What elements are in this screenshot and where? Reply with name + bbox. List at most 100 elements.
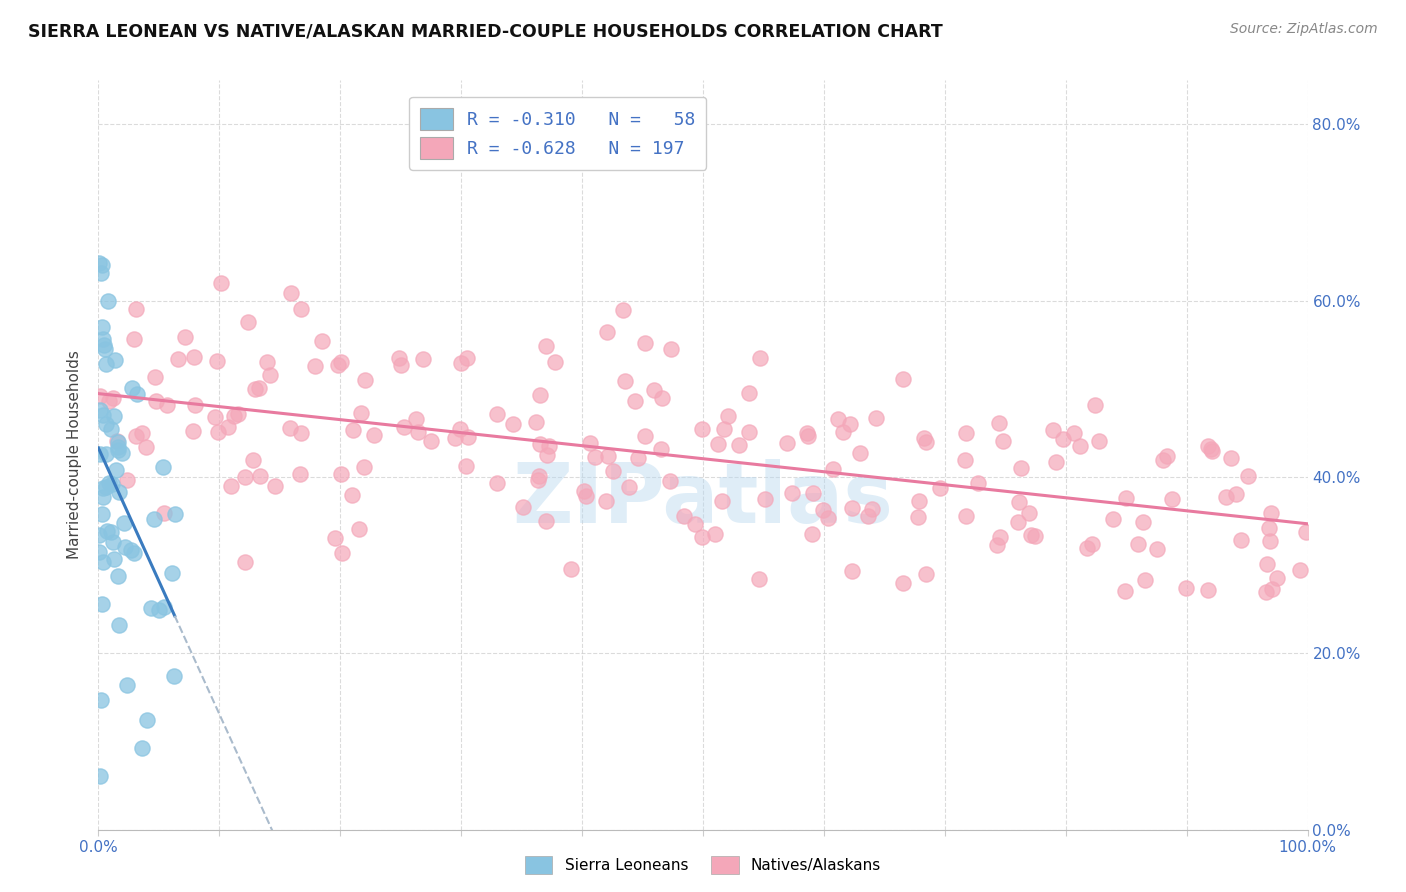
Point bbox=[544, 354, 567, 368]
Point bbox=[136, 714, 159, 728]
Point bbox=[91, 408, 114, 422]
Point bbox=[392, 419, 415, 434]
Point bbox=[595, 494, 617, 508]
Point bbox=[1018, 506, 1040, 520]
Point bbox=[347, 523, 370, 537]
Point bbox=[538, 439, 561, 453]
Point bbox=[363, 428, 385, 442]
Point bbox=[256, 355, 278, 369]
Point bbox=[717, 409, 740, 424]
Point bbox=[856, 508, 879, 523]
Point bbox=[841, 565, 863, 579]
Point bbox=[1199, 442, 1222, 456]
Point bbox=[612, 303, 634, 318]
Point bbox=[1101, 511, 1123, 525]
Point bbox=[304, 359, 326, 374]
Point bbox=[967, 476, 990, 491]
Point bbox=[575, 489, 598, 503]
Point bbox=[748, 572, 770, 586]
Point bbox=[841, 500, 863, 515]
Point bbox=[107, 568, 129, 582]
Point bbox=[342, 423, 364, 437]
Point bbox=[658, 474, 681, 488]
Point bbox=[643, 383, 665, 397]
Point bbox=[135, 440, 157, 454]
Point bbox=[290, 301, 312, 316]
Point bbox=[107, 443, 129, 458]
Point bbox=[104, 352, 127, 367]
Point bbox=[242, 453, 264, 467]
Point bbox=[329, 467, 352, 482]
Point bbox=[1256, 557, 1278, 571]
Point bbox=[91, 332, 114, 346]
Point bbox=[650, 442, 672, 457]
Point bbox=[1230, 533, 1253, 548]
Point bbox=[692, 530, 714, 544]
Point bbox=[1175, 581, 1198, 595]
Point bbox=[617, 480, 640, 494]
Point bbox=[160, 566, 183, 581]
Point bbox=[526, 473, 548, 487]
Point bbox=[183, 350, 205, 364]
Point bbox=[145, 393, 167, 408]
Point bbox=[1161, 491, 1184, 506]
Point bbox=[560, 562, 582, 576]
Point bbox=[233, 470, 256, 484]
Point bbox=[749, 351, 772, 366]
Point bbox=[94, 357, 117, 371]
Text: SIERRA LEONEAN VS NATIVE/ALASKAN MARRIED-COUPLE HOUSEHOLDS CORRELATION CHART: SIERRA LEONEAN VS NATIVE/ALASKAN MARRIED… bbox=[28, 22, 943, 40]
Point bbox=[512, 500, 534, 514]
Point bbox=[96, 417, 118, 431]
Point bbox=[1088, 434, 1111, 449]
Point bbox=[456, 351, 478, 365]
Point bbox=[93, 338, 115, 352]
Point bbox=[412, 352, 434, 367]
Point bbox=[797, 429, 820, 443]
Point bbox=[529, 437, 551, 451]
Point bbox=[105, 434, 128, 449]
Point bbox=[449, 421, 471, 435]
Y-axis label: Married-couple Households: Married-couple Households bbox=[67, 351, 83, 559]
Point bbox=[90, 266, 112, 280]
Point bbox=[596, 325, 619, 339]
Point bbox=[406, 425, 429, 439]
Point bbox=[117, 473, 139, 487]
Point bbox=[1197, 439, 1219, 453]
Point bbox=[775, 435, 797, 450]
Point bbox=[707, 437, 730, 451]
Point bbox=[124, 429, 146, 443]
Point bbox=[100, 476, 122, 491]
Point bbox=[444, 431, 467, 445]
Point bbox=[1010, 461, 1032, 475]
Point bbox=[1254, 584, 1277, 599]
Point bbox=[1258, 520, 1281, 534]
Point bbox=[1156, 449, 1178, 463]
Point bbox=[181, 424, 204, 438]
Point bbox=[690, 421, 713, 435]
Point bbox=[204, 410, 226, 425]
Point bbox=[104, 463, 127, 477]
Point bbox=[91, 490, 114, 504]
Point bbox=[1007, 515, 1029, 529]
Point bbox=[831, 425, 853, 439]
Point bbox=[148, 603, 170, 617]
Point bbox=[578, 435, 600, 450]
Point bbox=[865, 411, 887, 425]
Point bbox=[1045, 455, 1067, 469]
Point bbox=[107, 440, 129, 454]
Point bbox=[311, 334, 333, 348]
Point bbox=[103, 409, 125, 424]
Point bbox=[839, 417, 862, 431]
Point bbox=[912, 432, 935, 446]
Point bbox=[672, 509, 695, 524]
Text: ZIPatlas: ZIPatlas bbox=[513, 459, 893, 541]
Point bbox=[728, 438, 751, 452]
Point bbox=[420, 434, 443, 448]
Point bbox=[87, 528, 110, 542]
Point bbox=[90, 693, 112, 707]
Point bbox=[1076, 541, 1098, 556]
Point bbox=[1265, 571, 1288, 585]
Point bbox=[89, 389, 111, 403]
Point bbox=[737, 385, 759, 400]
Point bbox=[90, 597, 112, 611]
